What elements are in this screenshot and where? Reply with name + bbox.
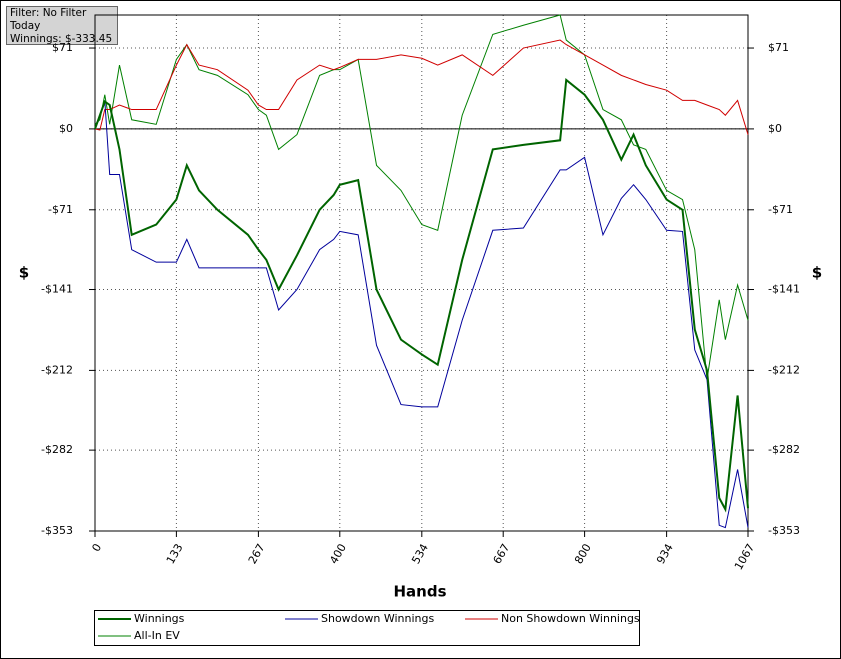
- y-tick-label: $0: [59, 122, 73, 135]
- legend-label: All-In EV: [134, 629, 180, 642]
- info-period: Today: [9, 20, 40, 32]
- info-filter: Filter: No Filter: [10, 7, 87, 19]
- y2-tick-label: $71: [768, 41, 789, 54]
- y-tick-label: -$282: [41, 443, 73, 456]
- legend-label: Showdown Winnings: [321, 612, 435, 625]
- y2-tick-label: -$282: [768, 443, 800, 456]
- y-tick-label: -$141: [41, 283, 73, 296]
- legend-label: Non Showdown Winnings: [501, 612, 640, 625]
- y-tick-label: -$71: [48, 203, 73, 216]
- series-line: [94, 14, 749, 380]
- legend-label: Winnings: [134, 612, 185, 625]
- series-line: [94, 100, 749, 529]
- y-tick-label: -$353: [41, 524, 73, 537]
- y-tick-label: $71: [52, 41, 73, 54]
- y2-tick-label: -$212: [768, 363, 800, 376]
- y2-tick-label: $0: [768, 122, 782, 135]
- series-line: [94, 39, 749, 135]
- x-axis-title: Hands: [393, 583, 446, 601]
- legend: [94, 610, 640, 646]
- info-winnings: Winnings: $-333.45: [10, 33, 112, 45]
- y2-tick-label: -$71: [768, 203, 793, 216]
- y2-tick-label: -$141: [768, 283, 800, 296]
- y2-tick-label: -$353: [768, 524, 800, 537]
- series-line: [94, 77, 749, 513]
- plot-area: [94, 14, 749, 532]
- y-tick-label: -$212: [41, 363, 73, 376]
- y2-axis-title: $: [812, 264, 822, 282]
- info-box: [6, 6, 118, 45]
- y-axis-title: $: [19, 264, 29, 282]
